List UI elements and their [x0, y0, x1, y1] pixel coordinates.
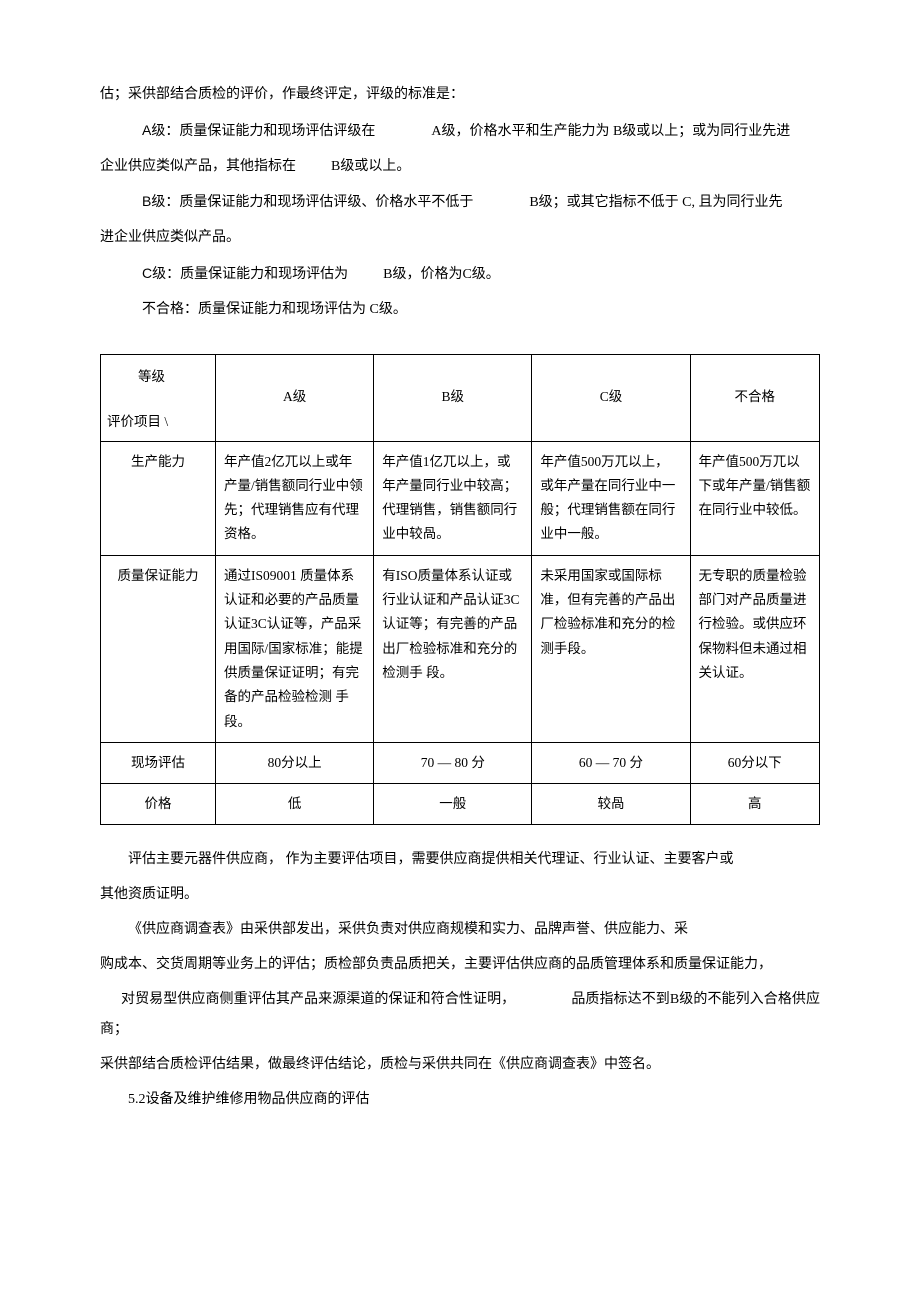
text: 对贸易型供应商侧重评估其产品来源渠道的保证和符合性证明， [121, 992, 515, 1007]
text: A级，价格水平和生产能力为 B级或以上；或为同行业先进 [431, 124, 790, 139]
table-corner-cell: 等级 评价项目 \ [101, 354, 216, 441]
column-header: B级 [374, 354, 532, 441]
text: C级：质量保证能力和现场评估为 [142, 265, 348, 281]
table-row: 现场评估 80分以上 70 — 80 分 60 — 70 分 60分以下 [101, 742, 820, 783]
table-cell: 年产值500万兀以下或年产量/销售额在同行业中较低。 [690, 441, 819, 555]
column-header: C级 [532, 354, 690, 441]
table-cell: 60分以下 [690, 742, 819, 783]
table-cell: 年产值1亿兀以上，或年产量同行业中较高；代理销售，销售额同行业中较咼。 [374, 441, 532, 555]
paragraph: 采供部结合质检评估结果，做最终评估结论，质检与采供共同在《供应商调查表》中签名。 [100, 1050, 820, 1081]
paragraph: 不合格：质量保证能力和现场评估为 C级。 [100, 295, 820, 326]
table-row: 质量保证能力 通过IS09001 质量体系认证和必要的产品质量认证3C认证等，产… [101, 555, 820, 742]
paragraph: 企业供应类似产品，其他指标在 B级或以上。 [100, 152, 820, 183]
paragraph: 估；采供部结合质检的评价，作最终评定，评级的标准是： [100, 80, 820, 111]
text: B级，价格为C级。 [383, 267, 500, 282]
paragraph: 购成本、交货周期等业务上的评估；质检部负责品质把关，主要评估供应商的品质管理体系… [100, 950, 820, 981]
paragraph: B级：质量保证能力和现场评估评级、价格水平不低于 B级；或其它指标不低于 C, 且… [100, 186, 820, 219]
table-cell: 无专职的质量检验部门对产品质量进行检验。或供应环保物料但未通过相关认证。 [690, 555, 819, 742]
paragraph: 对贸易型供应商侧重评估其产品来源渠道的保证和符合性证明，品质指标达不到B级的不能… [100, 985, 820, 1047]
grade-table: 等级 评价项目 \ A级 B级 C级 不合格 生产能力 年产值2亿兀以上或年产量… [100, 354, 820, 826]
table-cell: 低 [216, 784, 374, 825]
text: B级：质量保证能力和现场评估评级、价格水平不低于 [142, 193, 473, 209]
table-cell: 未采用国家或国际标准，但有完善的产品出厂检验标准和充分的检测手段。 [532, 555, 690, 742]
table-cell: 一般 [374, 784, 532, 825]
text: B级；或其它指标不低于 C, 且为同行业先 [529, 195, 782, 210]
table-cell: 高 [690, 784, 819, 825]
paragraph: A级：质量保证能力和现场评估评级在 A级，价格水平和生产能力为 B级或以上；或为同… [100, 115, 820, 148]
table-cell: 较咼 [532, 784, 690, 825]
table-cell: 通过IS09001 质量体系认证和必要的产品质量认证3C认证等，产品采用国际/国… [216, 555, 374, 742]
table-row: 价格 低 一般 较咼 高 [101, 784, 820, 825]
row-label: 质量保证能力 [101, 555, 216, 742]
section-heading: 5.2设备及维护维修用物品供应商的评估 [100, 1085, 820, 1116]
corner-bottom-label: 评价项目 \ [107, 410, 168, 434]
table-cell: 年产值2亿兀以上或年产量/销售额同行业中领先；代理销售应有代理资格。 [216, 441, 374, 555]
column-header: 不合格 [690, 354, 819, 441]
row-label: 生产能力 [101, 441, 216, 555]
paragraph: 进企业供应类似产品。 [100, 223, 820, 254]
document-page: 估；采供部结合质检的评价，作最终评定，评级的标准是： A级：质量保证能力和现场评… [0, 0, 920, 1200]
table-cell: 年产值500万兀以上，或年产量在同行业中一般；代理销售额在同行业中一般。 [532, 441, 690, 555]
row-label: 价格 [101, 784, 216, 825]
row-label: 现场评估 [101, 742, 216, 783]
paragraph: 评估主要元器件供应商， 作为主要评估项目，需要供应商提供相关代理证、行业认证、主… [100, 845, 820, 876]
table-cell: 80分以上 [216, 742, 374, 783]
table-cell: 60 — 70 分 [532, 742, 690, 783]
paragraph: 其他资质证明。 [100, 880, 820, 911]
table-cell: 70 — 80 分 [374, 742, 532, 783]
paragraph: 《供应商调查表》由采供部发出，采供负责对供应商规模和实力、品牌声誉、供应能力、采 [100, 915, 820, 946]
table-header-row: 等级 评价项目 \ A级 B级 C级 不合格 [101, 354, 820, 441]
text: 企业供应类似产品，其他指标在 [100, 159, 296, 174]
text: B级或以上。 [331, 159, 410, 174]
paragraph: C级：质量保证能力和现场评估为 B级，价格为C级。 [100, 258, 820, 291]
corner-top-label: 等级 [138, 365, 165, 389]
table-cell: 有ISO质量体系认证或行业认证和产品认证3C认证等；有完善的产品出厂检验标准和充… [374, 555, 532, 742]
text: A级：质量保证能力和现场评估评级在 [142, 122, 375, 138]
column-header: A级 [216, 354, 374, 441]
table-row: 生产能力 年产值2亿兀以上或年产量/销售额同行业中领先；代理销售应有代理资格。 … [101, 441, 820, 555]
